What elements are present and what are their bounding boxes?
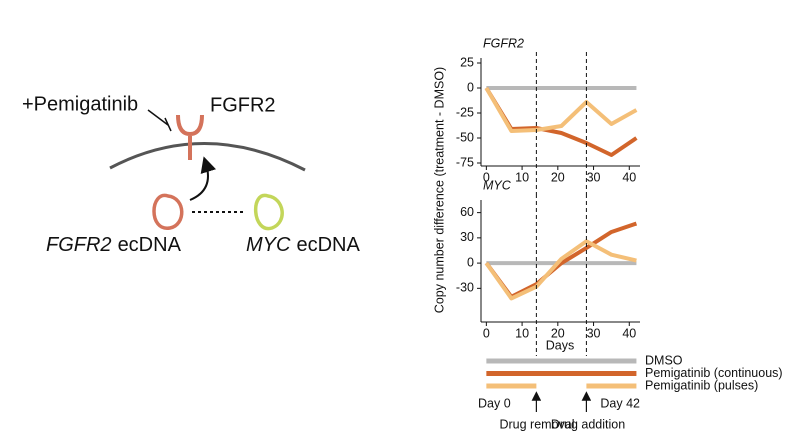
timeline-label: Drug removal [499, 417, 574, 431]
inhibition [147, 109, 172, 132]
x-tick-label: 20 [551, 170, 565, 184]
x-tick-label: 20 [551, 326, 565, 340]
x-tick-label: 0 [483, 326, 490, 340]
timeline-label: Day 42 [600, 396, 640, 410]
activation-arrow [189, 156, 216, 201]
series-line [484, 86, 638, 133]
diagram: +Pemigatinib FGFR2 FGFR2 ecDNA MYC ecDNA [22, 93, 360, 256]
y-tick-label: -30 [456, 281, 474, 295]
legend-label: Pemigatinib (pulses) [645, 378, 758, 392]
membrane [109, 142, 306, 172]
receptor-label: FGFR2 [210, 94, 276, 116]
timeline-label: Day 0 [478, 396, 511, 410]
legend-label: DMSO [645, 353, 683, 367]
x-tick-label: 30 [587, 326, 601, 340]
x-tick-label: 40 [622, 326, 636, 340]
series-line [484, 239, 637, 301]
ecdna-label: FGFR2 ecDNA [46, 234, 182, 256]
y-tick-label: -50 [456, 130, 474, 144]
y-tick-label: -75 [456, 155, 474, 169]
y-axis-label: Copy number difference (treatment - DMSO… [432, 67, 446, 313]
y-tick-label: 25 [460, 55, 474, 69]
y-tick-label: 30 [460, 230, 474, 244]
chart-title: FGFR2 [483, 36, 524, 50]
x-tick-label: 0 [483, 170, 490, 184]
y-tick-label: 60 [460, 205, 474, 219]
x-tick-label: 30 [587, 170, 601, 184]
timeline-label: Drug addition [551, 417, 625, 431]
drug-label: +Pemigatinib [22, 93, 138, 115]
ecdna-myc [254, 193, 284, 231]
ecdna-fgfr2 [152, 193, 184, 230]
x-tick-label: 40 [622, 170, 636, 184]
x-tick-label: 10 [515, 326, 529, 340]
chart-title: MYC [483, 178, 512, 192]
legend-label: Pemigatinib (continuous) [645, 366, 783, 380]
y-tick-label: 0 [467, 80, 474, 94]
x-axis-label: Days [546, 338, 574, 352]
x-tick-label: 10 [515, 170, 529, 184]
y-tick-label: -25 [456, 105, 474, 119]
receptor [176, 114, 204, 160]
ecdna-label: MYC ecDNA [246, 234, 360, 256]
y-tick-label: 0 [467, 255, 474, 269]
